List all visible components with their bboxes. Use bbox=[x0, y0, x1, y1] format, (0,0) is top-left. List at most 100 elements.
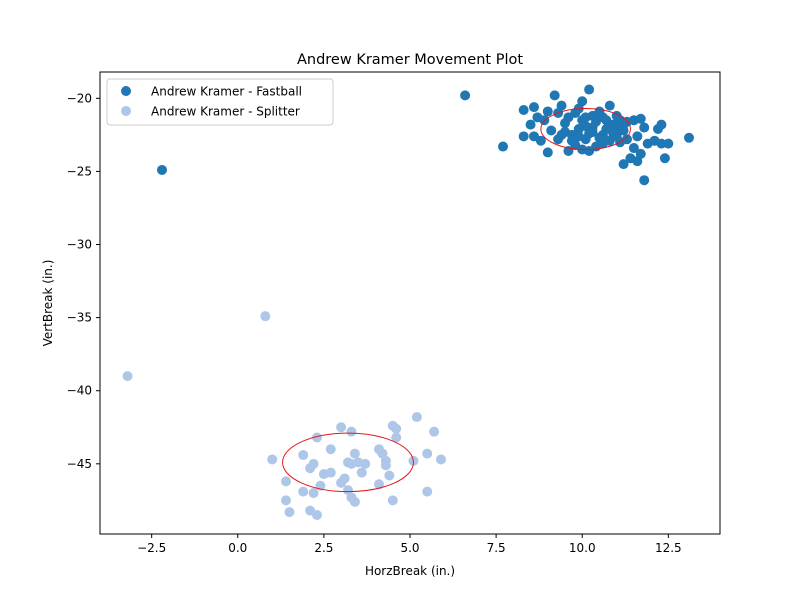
data-point-fastball bbox=[539, 115, 550, 126]
x-tick-label: 0.0 bbox=[228, 541, 247, 555]
data-point-splitter bbox=[312, 432, 322, 443]
legend-box bbox=[106, 78, 334, 126]
data-point-splitter bbox=[374, 479, 384, 490]
data-point-splitter bbox=[346, 426, 357, 437]
x-tick-label: 10.0 bbox=[569, 541, 596, 555]
data-point-fastball bbox=[597, 129, 608, 140]
y-tick-label: −45 bbox=[67, 457, 92, 471]
x-tick-label: 12.5 bbox=[655, 541, 682, 555]
data-point-splitter bbox=[325, 444, 336, 455]
data-point-fastball bbox=[635, 113, 646, 124]
y-tick-label: −35 bbox=[67, 311, 92, 325]
data-point-splitter bbox=[349, 496, 360, 507]
data-point-splitter bbox=[391, 423, 402, 434]
data-point-splitter bbox=[349, 448, 360, 459]
x-axis-label: HorzBreak (in.) bbox=[365, 564, 455, 578]
data-point-fastball bbox=[594, 109, 605, 120]
data-point-fastball bbox=[580, 112, 591, 123]
data-point-splitter bbox=[356, 467, 367, 478]
data-point-fastball bbox=[656, 119, 667, 130]
points-layer bbox=[122, 84, 694, 520]
data-point-fastball bbox=[518, 131, 529, 142]
x-axis-ticks: −2.5 0.0 2.5 5.0 7.5 10.0 12.5 bbox=[137, 534, 682, 555]
data-point-fastball bbox=[622, 134, 632, 145]
data-point-splitter bbox=[260, 311, 271, 322]
data-point-splitter bbox=[308, 488, 319, 499]
y-axis-ticks: −45 −40 −35 −30 −25 −20 bbox=[67, 91, 100, 471]
data-point-splitter bbox=[339, 473, 350, 484]
data-point-splitter bbox=[284, 507, 295, 518]
data-point-fastball bbox=[635, 148, 646, 159]
data-point-splitter bbox=[325, 467, 336, 478]
data-point-fastball bbox=[684, 132, 694, 143]
data-point-fastball bbox=[659, 153, 670, 164]
x-tick-label: 7.5 bbox=[487, 541, 506, 555]
data-point-splitter bbox=[267, 454, 278, 465]
data-point-fastball bbox=[587, 126, 598, 137]
data-point-fastball bbox=[632, 131, 643, 142]
data-point-fastball bbox=[542, 147, 553, 158]
data-point-splitter bbox=[122, 371, 133, 382]
data-point-fastball bbox=[663, 138, 674, 149]
data-point-splitter bbox=[312, 509, 322, 520]
x-tick-label: 5.0 bbox=[400, 541, 419, 555]
y-tick-label: −20 bbox=[67, 91, 92, 105]
data-point-fastball bbox=[529, 102, 539, 113]
data-point-fastball bbox=[618, 119, 629, 130]
data-point-splitter bbox=[422, 486, 433, 497]
legend: Andrew Kramer - Fastball Andrew Kramer -… bbox=[106, 78, 334, 126]
data-point-fastball bbox=[639, 122, 650, 133]
data-point-splitter bbox=[436, 454, 446, 465]
y-axis-label: VertBreak (in.) bbox=[41, 260, 55, 347]
data-point-fastball bbox=[618, 159, 629, 170]
data-point-fastball bbox=[656, 138, 667, 149]
data-point-fastball bbox=[604, 121, 615, 132]
data-point-fastball bbox=[535, 135, 546, 146]
data-point-fastball bbox=[604, 100, 615, 111]
data-point-fastball bbox=[157, 164, 167, 175]
plot-area bbox=[100, 72, 720, 534]
data-point-splitter bbox=[387, 495, 398, 506]
x-tick-label: −2.5 bbox=[137, 541, 166, 555]
ellipse-layer bbox=[282, 108, 631, 493]
data-point-splitter bbox=[281, 476, 291, 487]
legend-marker-splitter bbox=[121, 106, 131, 116]
data-point-splitter bbox=[308, 458, 319, 469]
y-tick-label: −25 bbox=[67, 164, 92, 178]
ellipse-fastball bbox=[540, 108, 631, 150]
y-tick-label: −40 bbox=[67, 384, 92, 398]
data-point-fastball bbox=[639, 175, 650, 186]
data-point-fastball bbox=[577, 96, 588, 107]
legend-label-splitter: Andrew Kramer - Splitter bbox=[151, 105, 300, 119]
y-tick-label: −30 bbox=[67, 238, 92, 252]
x-tick-label: 2.5 bbox=[314, 541, 333, 555]
data-point-fastball bbox=[546, 125, 557, 136]
data-point-fastball bbox=[525, 119, 536, 130]
data-point-splitter bbox=[380, 455, 391, 466]
ellipse-splitter bbox=[282, 432, 414, 493]
data-point-fastball bbox=[611, 131, 622, 142]
data-point-fastball bbox=[556, 129, 567, 140]
data-point-fastball bbox=[518, 105, 529, 116]
data-point-splitter bbox=[422, 448, 433, 459]
data-point-fastball bbox=[628, 143, 639, 154]
data-point-fastball bbox=[573, 131, 584, 142]
data-point-fastball bbox=[542, 106, 553, 117]
data-point-splitter bbox=[411, 412, 422, 423]
data-point-fastball bbox=[460, 90, 471, 101]
data-point-splitter bbox=[298, 450, 309, 461]
data-point-fastball bbox=[549, 90, 560, 101]
data-point-splitter bbox=[281, 495, 291, 506]
data-point-fastball bbox=[556, 100, 567, 111]
data-point-fastball bbox=[584, 84, 595, 95]
legend-marker-fastball bbox=[121, 86, 131, 96]
data-point-splitter bbox=[360, 458, 371, 469]
data-point-splitter bbox=[336, 422, 347, 433]
data-point-splitter bbox=[384, 470, 395, 481]
data-point-splitter bbox=[429, 426, 440, 437]
data-point-splitter bbox=[298, 486, 309, 497]
chart-title: Andrew Kramer Movement Plot bbox=[297, 52, 523, 68]
legend-label-fastball: Andrew Kramer - Fastball bbox=[151, 85, 302, 99]
data-point-fastball bbox=[498, 141, 508, 152]
